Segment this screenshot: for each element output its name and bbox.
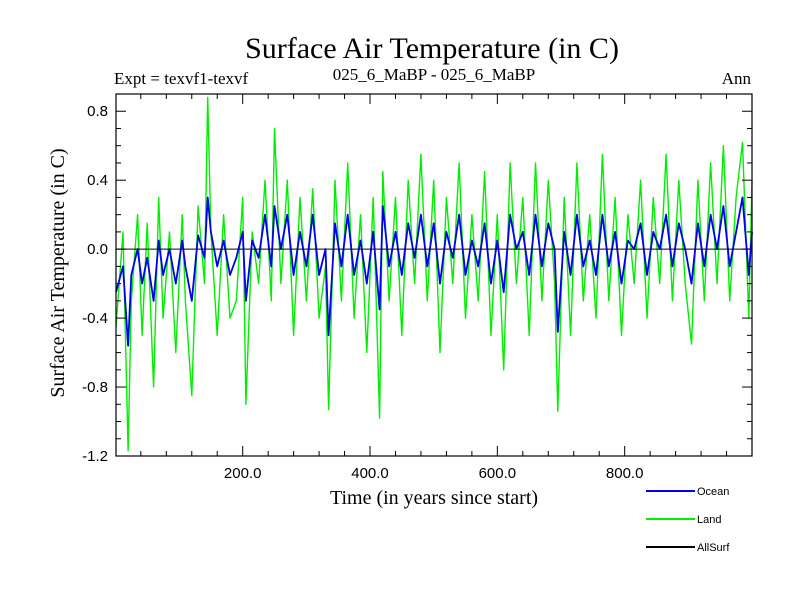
tick-layer: 200.0 400.0 600.0 800.0 -1.2 -0.8 -0.4 0.0 0.4 0.…	[82, 93, 752, 482]
y-tick-label: 0.8	[87, 103, 108, 120]
y-axis-label: Surface Air Temperature (in C)	[47, 148, 69, 397]
y-tick-label: 0.4	[87, 172, 108, 189]
x-tick-label: 200.0	[224, 465, 262, 482]
x-tick-label: 600.0	[479, 465, 517, 482]
y-tick-label: 0.0	[87, 241, 108, 258]
plot-area: 200.0 400.0 600.0 800.0 -1.2 -0.8 -0.4 0.0 0.4 0.…	[82, 93, 753, 482]
y-tick-label: -0.4	[82, 310, 108, 327]
legend-label-allsurf: AllSurf	[697, 542, 730, 554]
chart-subtitle-center: 025_6_MaBP - 025_6_MaBP	[333, 65, 535, 84]
chart-title: Surface Air Temperature (in C)	[245, 32, 619, 65]
y-tick-label: -0.8	[82, 379, 108, 396]
series-line-ocean	[115, 196, 753, 347]
x-axis-label: Time (in years since start)	[330, 487, 538, 509]
plot-frame	[115, 93, 753, 457]
series-line-land	[115, 96, 753, 452]
legend-label-ocean: Ocean	[697, 486, 729, 498]
chart-subtitle-right: Ann	[722, 69, 752, 88]
x-tick-label: 800.0	[606, 465, 644, 482]
legend-label-land: Land	[697, 514, 721, 526]
series-layer	[115, 96, 753, 452]
x-tick-label: 400.0	[351, 465, 389, 482]
y-tick-label: -1.2	[82, 448, 108, 465]
chart-subtitle-left: Expt = texvf1-texvf	[114, 69, 249, 88]
legend: Ocean Land AllSurf	[646, 486, 730, 554]
